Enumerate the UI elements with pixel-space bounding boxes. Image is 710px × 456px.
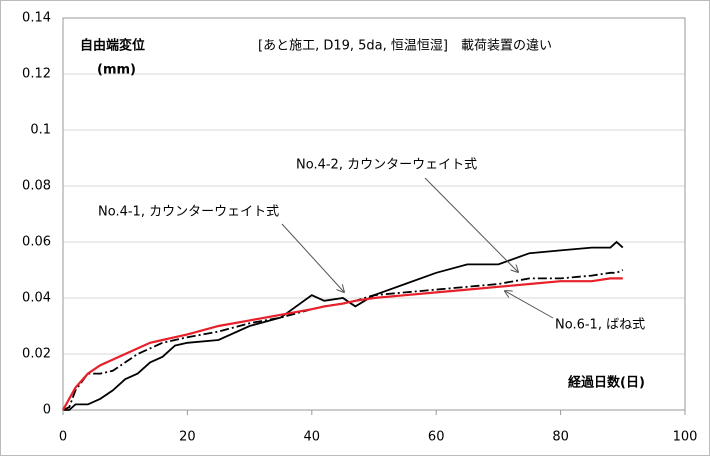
series-line [63, 240, 624, 411]
arrow [281, 223, 344, 292]
lines [62, 240, 624, 411]
annotation: No.4-1, カウンターウェイト式 [98, 205, 279, 220]
y-tick-label: 0.08 [22, 179, 51, 194]
chart-title: [あと施工, D19, 5da, 恒温恒湿] 載荷装置の違い [258, 39, 552, 54]
plot-area [62, 17, 686, 411]
x-tick-label: 40 [304, 430, 321, 445]
x-tick-label: 100 [673, 430, 698, 445]
y-tick-label: 0.1 [30, 123, 51, 138]
x-axis-label: 経過日数(日) [568, 375, 645, 391]
annotation: No.6-1, ばね式 [555, 318, 645, 333]
series-line [62, 277, 623, 411]
y-axis-label: 自由端変位 [80, 38, 145, 54]
y-tick-label: 0.14 [22, 11, 51, 26]
x-tick-label: 20 [179, 430, 196, 445]
annotation: No.4-2, カウンターウェイト式 [296, 158, 477, 173]
x-tick-label: 80 [552, 430, 569, 445]
arrow [505, 291, 554, 319]
y-tick-label: 0.06 [22, 235, 51, 250]
x-tick-label: 0 [59, 430, 67, 445]
y-axis-unit: (mm) [97, 63, 136, 78]
y-tick-label: 0.02 [22, 347, 51, 362]
arrow [424, 177, 518, 272]
x-tick-label: 60 [428, 430, 445, 445]
y-tick-label: 0.04 [22, 291, 51, 306]
y-tick-label: 0 [43, 403, 51, 418]
series-line [62, 269, 624, 411]
y-tick-label: 0.12 [22, 67, 51, 82]
